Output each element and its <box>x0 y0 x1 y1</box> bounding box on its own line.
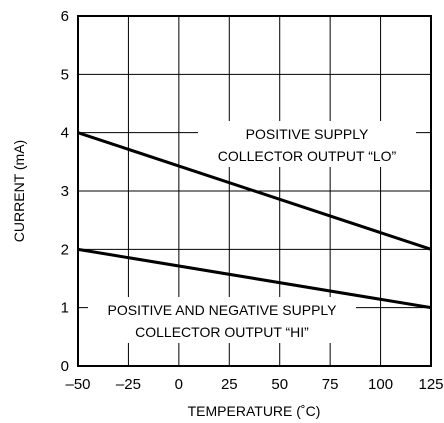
annotation-hi-bg <box>88 297 356 343</box>
y-tick-label: 0 <box>61 358 69 375</box>
y-axis-title: CURRENT (mA) <box>11 140 27 242</box>
x-tick-label: 125 <box>418 376 443 393</box>
y-tick-label: 3 <box>61 183 69 200</box>
series-group <box>77 131 432 310</box>
x-tick-label: 25 <box>221 376 238 393</box>
series-line-1 <box>77 131 432 251</box>
x-tick-label: 100 <box>368 376 393 393</box>
x-tick-label: 50 <box>271 376 288 393</box>
x-tick-label: 0 <box>175 376 183 393</box>
x-tick-label: –50 <box>65 376 90 393</box>
annotation-hi: POSITIVE AND NEGATIVE SUPPLY COLLECTOR O… <box>88 297 356 343</box>
annotation-lo: POSITIVE SUPPLY COLLECTOR OUTPUT “LO” <box>198 121 416 167</box>
x-tick-label: 75 <box>322 376 339 393</box>
tick-labels: –50 –25 0 25 50 75 100 125 0 1 2 3 4 5 6 <box>61 8 444 393</box>
annotation-lo-line-1: POSITIVE SUPPLY <box>246 126 369 142</box>
y-tick-label: 6 <box>61 8 69 25</box>
y-tick-label: 4 <box>61 125 69 142</box>
annotation-hi-line-2: COLLECTOR OUTPUT “HI” <box>135 324 309 340</box>
y-tick-label: 1 <box>61 300 69 317</box>
annotation-lo-bg <box>198 121 416 167</box>
annotation-lo-line-2: COLLECTOR OUTPUT “LO” <box>218 148 397 164</box>
y-tick-label: 2 <box>61 241 69 258</box>
series-line-2 <box>77 247 432 310</box>
annotation-hi-line-1: POSITIVE AND NEGATIVE SUPPLY <box>108 302 338 318</box>
x-tick-label: –25 <box>116 376 141 393</box>
y-tick-label: 5 <box>61 66 69 83</box>
x-axis-title: TEMPERATURE (˚C) <box>188 403 321 419</box>
plot-frame <box>77 15 432 367</box>
